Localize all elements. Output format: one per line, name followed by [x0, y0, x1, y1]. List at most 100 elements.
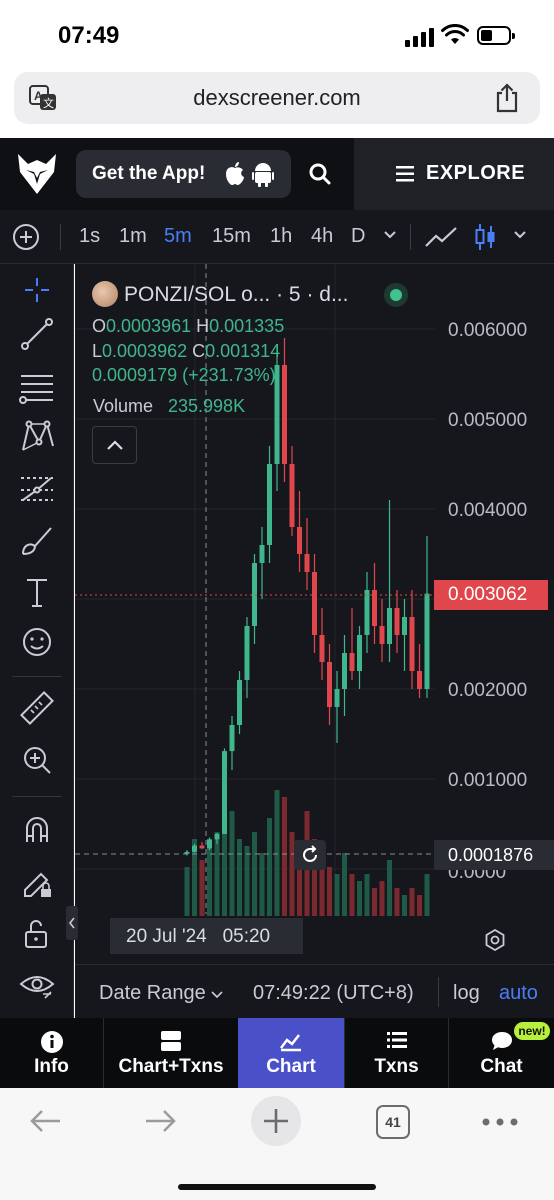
address-bar[interactable]: A 文 dexscreener.com: [14, 72, 540, 124]
toolbar-collapse-handle[interactable]: [66, 906, 78, 940]
collapse-legend-button[interactable]: [92, 426, 137, 464]
share-icon[interactable]: [494, 82, 520, 114]
volume-bar: [192, 839, 197, 916]
zoom-in-icon[interactable]: [17, 740, 57, 780]
forecast-icon[interactable]: [17, 468, 57, 508]
token-avatar: [92, 281, 118, 307]
tab-info[interactable]: Info: [0, 1018, 103, 1088]
translate-icon[interactable]: A 文: [28, 84, 58, 112]
unlock-icon[interactable]: [17, 914, 57, 954]
svg-text:文: 文: [43, 96, 54, 110]
candle-body: [304, 554, 310, 572]
svg-text:A: A: [34, 89, 43, 103]
chevron-left-icon: [68, 917, 75, 929]
chart-settings-icon[interactable]: [483, 928, 507, 952]
text-tool-icon[interactable]: [17, 572, 57, 612]
tab-switcher-button[interactable]: 41: [376, 1105, 410, 1139]
candlestick-chart[interactable]: [75, 264, 554, 964]
auto-scale-toggle[interactable]: auto: [499, 982, 538, 1004]
timeframe-1m[interactable]: 1m: [119, 225, 147, 247]
fib-retracement-icon[interactable]: [17, 366, 57, 406]
pattern-icon[interactable]: [17, 416, 57, 456]
battery-icon: [477, 26, 515, 45]
candle-body: [214, 833, 220, 840]
more-icon[interactable]: [482, 1118, 518, 1126]
candle-body: [274, 365, 280, 464]
candle-body: [327, 662, 332, 707]
crosshair-icon[interactable]: [17, 270, 57, 310]
trend-line-icon[interactable]: [17, 314, 57, 354]
low-value: 0.0003962: [102, 341, 188, 361]
volume-bar: [312, 839, 317, 916]
menu-icon: [396, 166, 414, 182]
candlestick-icon[interactable]: [474, 222, 498, 252]
timeframe-toolbar: 1s 1m 5m 15m 1h 4h D: [0, 210, 554, 264]
timeframe-15m[interactable]: 15m: [212, 225, 251, 247]
new-tab-button[interactable]: [251, 1096, 301, 1146]
timeframe-1s[interactable]: 1s: [79, 225, 101, 247]
candle-body: [252, 563, 257, 626]
volume-bar: [274, 790, 280, 916]
change-value: 0.0009179 (+231.73%): [92, 365, 276, 385]
add-indicator-icon[interactable]: [12, 223, 40, 251]
chevron-down-icon[interactable]: [513, 230, 527, 240]
reset-chart-button[interactable]: [294, 840, 326, 870]
get-app-label: Get the App!: [92, 163, 206, 184]
tab-chart-txns[interactable]: Chart+Txns: [104, 1018, 238, 1088]
forward-arrow-icon[interactable]: [142, 1106, 178, 1136]
dexscreener-logo-icon[interactable]: [14, 150, 60, 196]
emoji-icon[interactable]: [17, 622, 57, 662]
candle-body: [372, 590, 377, 626]
current-price-badge: 0.003062: [434, 580, 548, 610]
android-icon: [252, 163, 274, 187]
volume-bar: [244, 846, 250, 916]
timeframe-1h[interactable]: 1h: [270, 225, 293, 247]
crosshair-date-badge: 20 Jul '24 05:20: [110, 918, 303, 954]
status-time: 07:49: [58, 22, 120, 49]
apple-icon: [226, 162, 244, 185]
explore-button[interactable]: EXPLORE: [354, 138, 554, 210]
get-app-button[interactable]: Get the App!: [76, 150, 291, 198]
candle-body: [259, 545, 265, 563]
tab-chat[interactable]: Chat: [449, 1018, 554, 1088]
volume-bar: [207, 846, 212, 916]
candle-body: [319, 635, 325, 662]
chevron-down-icon[interactable]: [383, 230, 397, 240]
tab-chart[interactable]: Chart: [238, 1018, 344, 1088]
low-label: L: [92, 341, 103, 361]
candle-body: [312, 572, 317, 635]
candle-body: [222, 751, 227, 834]
volume-bar: [379, 881, 385, 916]
price-tick: 0.002000: [448, 680, 528, 701]
ruler-icon[interactable]: [17, 688, 57, 728]
date-range-button[interactable]: Date Range: [99, 982, 223, 1005]
search-icon[interactable]: [300, 150, 344, 198]
back-arrow-icon[interactable]: [28, 1106, 64, 1136]
drawing-toolbar: [0, 264, 74, 1018]
chart-clock[interactable]: 07:49:22 (UTC+8): [253, 982, 414, 1004]
candle-body: [289, 464, 295, 527]
ohlc-row-1: O0.0003961 H0.001335: [92, 316, 284, 337]
tab-label: Info: [34, 1056, 69, 1077]
volume-bar: [252, 832, 257, 916]
candle-body: [199, 845, 205, 849]
line-chart-icon[interactable]: [424, 224, 460, 250]
log-scale-toggle[interactable]: log: [453, 982, 480, 1004]
status-bar: 07:49: [0, 0, 554, 70]
timeframe-4h[interactable]: 4h: [311, 225, 334, 247]
volume-bar: [364, 874, 370, 916]
timeframe-d[interactable]: D: [351, 225, 366, 247]
timeframe-5m[interactable]: 5m: [164, 225, 192, 247]
brush-icon[interactable]: [17, 520, 57, 560]
url-text[interactable]: dexscreener.com: [193, 85, 361, 110]
visibility-icon[interactable]: [17, 964, 57, 1004]
volume-label: Volume: [93, 396, 154, 416]
open-label: O: [92, 316, 107, 336]
tab-txns[interactable]: Txns: [345, 1018, 448, 1088]
lock-drawing-icon[interactable]: [17, 862, 57, 902]
candle-body: [364, 590, 370, 635]
volume-bar: [259, 853, 265, 916]
volume-bar: [424, 874, 430, 916]
magnet-icon[interactable]: [17, 810, 57, 850]
chevron-down-icon: [211, 991, 223, 999]
